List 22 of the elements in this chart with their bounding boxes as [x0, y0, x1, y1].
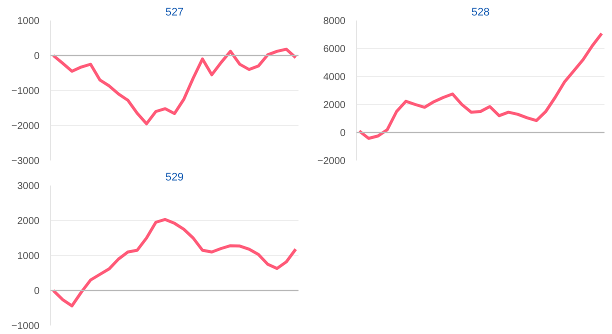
y-tick-label: 1000	[17, 251, 40, 262]
chart-title: 528	[471, 6, 490, 18]
y-tick-label: 0	[340, 128, 346, 139]
y-tick-label: 0	[34, 286, 40, 297]
y-tick-label: −2000	[317, 156, 346, 167]
y-tick-label: 4000	[323, 72, 346, 83]
y-tick-label: 6000	[323, 44, 346, 55]
y-tick-label: 8000	[323, 16, 346, 27]
y-tick-label: 3000	[17, 181, 40, 192]
y-tick-label: −1000	[11, 86, 40, 97]
chart-title: 527	[165, 6, 184, 18]
y-tick-label: −3000	[11, 156, 40, 167]
line-series	[52, 218, 298, 308]
line-series	[358, 32, 604, 140]
y-tick-label: 2000	[17, 216, 40, 227]
y-tick-label: −1000	[11, 321, 40, 332]
y-tick-label: 1000	[17, 16, 40, 27]
y-tick-label: −2000	[11, 121, 40, 132]
line-series	[52, 48, 298, 126]
y-tick-label: 2000	[323, 100, 346, 111]
y-tick-label: 0	[34, 51, 40, 62]
chart-title: 529	[165, 172, 184, 184]
